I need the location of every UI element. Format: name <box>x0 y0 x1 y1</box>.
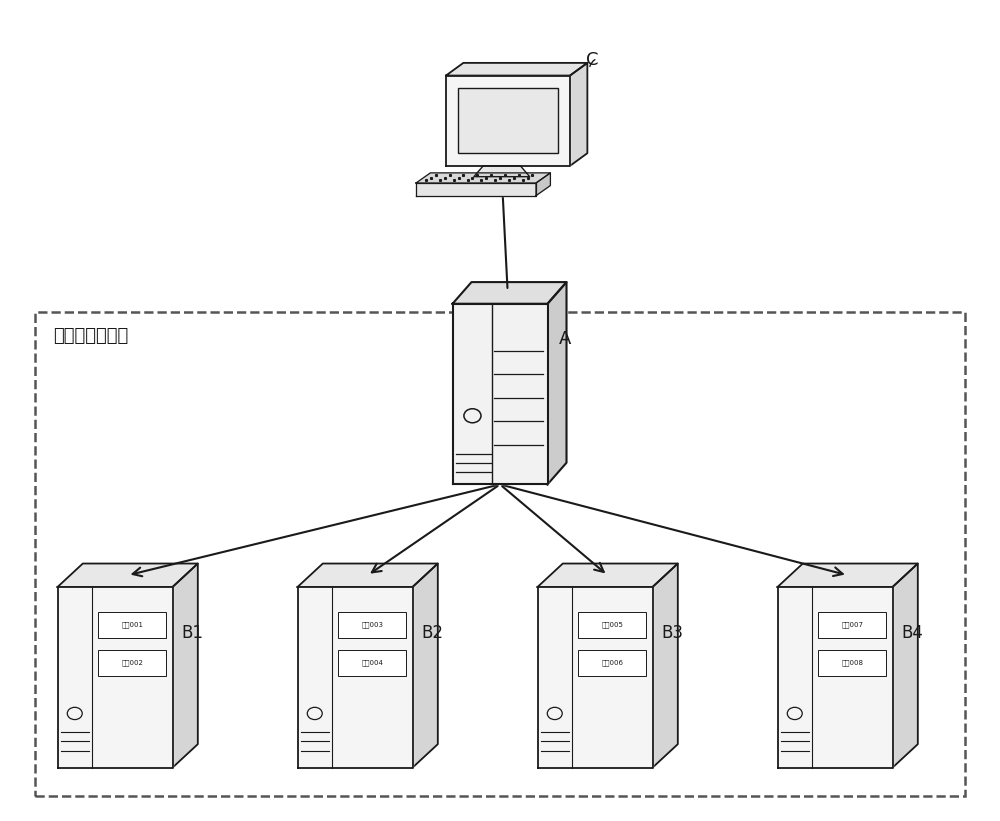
Polygon shape <box>538 563 678 587</box>
Text: 硬盘007: 硬盘007 <box>841 621 863 628</box>
Polygon shape <box>778 587 893 768</box>
Bar <box>98 650 166 676</box>
Text: 硬盘001: 硬盘001 <box>121 621 143 628</box>
Polygon shape <box>413 563 438 768</box>
Bar <box>818 650 886 676</box>
Text: C: C <box>586 51 598 69</box>
Text: 硬盘004: 硬盘004 <box>361 659 383 666</box>
Polygon shape <box>298 563 438 587</box>
Bar <box>98 612 166 638</box>
Polygon shape <box>58 563 198 587</box>
Polygon shape <box>893 563 918 768</box>
Polygon shape <box>58 587 173 768</box>
Polygon shape <box>536 173 550 195</box>
Bar <box>578 650 646 676</box>
Bar <box>338 650 406 676</box>
Polygon shape <box>778 563 918 587</box>
Polygon shape <box>446 76 570 166</box>
Text: 分布式存储系统: 分布式存储系统 <box>53 327 128 345</box>
Polygon shape <box>452 282 566 304</box>
Bar <box>578 612 646 638</box>
Polygon shape <box>416 173 550 183</box>
Polygon shape <box>548 282 566 484</box>
Text: A: A <box>559 329 571 347</box>
Polygon shape <box>173 563 198 768</box>
Text: 硬盘006: 硬盘006 <box>601 659 623 666</box>
Text: 硬盘005: 硬盘005 <box>601 621 623 628</box>
Polygon shape <box>652 563 678 768</box>
Text: B3: B3 <box>662 624 684 641</box>
Text: 硬盘008: 硬盘008 <box>841 659 863 666</box>
Polygon shape <box>452 304 548 484</box>
Bar <box>338 612 406 638</box>
Polygon shape <box>570 63 587 166</box>
Text: B2: B2 <box>422 624 444 641</box>
Polygon shape <box>446 63 587 76</box>
Text: B1: B1 <box>182 624 204 641</box>
Bar <box>35 312 965 796</box>
Text: 硬盘003: 硬盘003 <box>361 621 383 628</box>
Polygon shape <box>538 587 652 768</box>
Polygon shape <box>298 587 413 768</box>
Polygon shape <box>416 183 536 195</box>
Polygon shape <box>474 166 530 177</box>
Bar <box>818 612 886 638</box>
Bar <box>458 88 558 154</box>
Text: 硬盘002: 硬盘002 <box>121 659 143 666</box>
Text: B4: B4 <box>902 624 924 641</box>
